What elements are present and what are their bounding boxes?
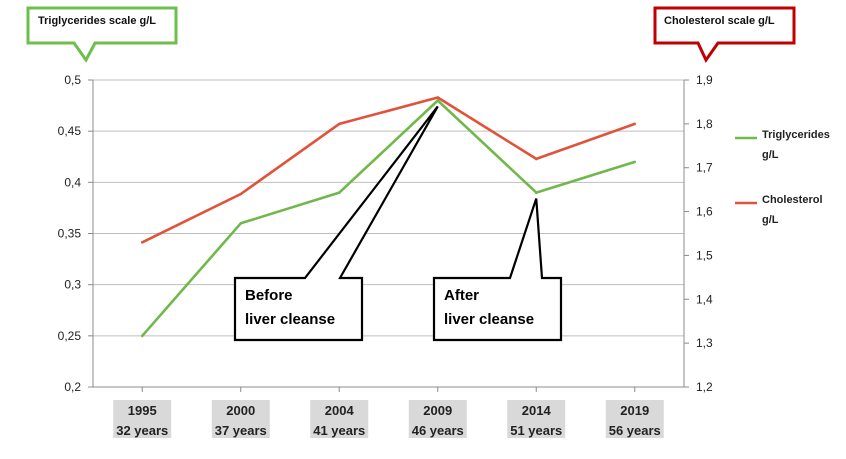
callout-text-line-2: liver cleanse: [444, 311, 534, 328]
data-point-cholesterol-2009: [436, 96, 440, 99]
legend-unit-triglycerides: g/L: [762, 149, 779, 161]
category-label-bg: [113, 400, 172, 438]
left-scale-title: Triglycerides scale g/L: [38, 15, 156, 27]
callout-text-line-1: Before: [245, 287, 293, 304]
category-year: 1995: [128, 403, 157, 418]
data-point-cholesterol-1995: [140, 240, 144, 244]
category-year: 2009: [423, 403, 452, 418]
left-tick-label: 0,35: [58, 227, 82, 241]
right-scale-title: Cholesterol scale g/L: [664, 15, 775, 27]
callout-shape: [233, 105, 439, 342]
category-year: 2014: [522, 403, 552, 418]
data-point-triglycerides-2000: [239, 221, 243, 225]
category-label-2000: 2000 37 years: [211, 400, 270, 438]
legend-label-triglycerides: Triglycerides: [762, 129, 830, 141]
left-tick-label: 0,3: [64, 278, 81, 292]
category-age: 51 years: [510, 423, 562, 438]
data-point-cholesterol-2019: [633, 122, 637, 126]
right-tick-label: 1,9: [696, 73, 713, 87]
category-label-2009: 2009 46 years: [408, 400, 467, 438]
legend: Triglycerides g/L Cholesterol g/L: [735, 129, 830, 226]
callouts: Before liver cleanse After liver cleanse: [233, 105, 563, 342]
series-lines: [140, 96, 637, 338]
data-point-triglycerides-2014: [534, 191, 538, 194]
category-age: 41 years: [313, 423, 365, 438]
category-age: 37 years: [215, 423, 267, 438]
series-line-cholesterol: [141, 96, 636, 244]
callout-after-liver-cleanse: After liver cleanse: [432, 198, 563, 342]
data-point-triglycerides-1995: [140, 334, 144, 338]
axes: 0,2 0,25 0,3 0,35 0,4 0,45 0,5 1,2 1,3 1,4 1,5 1,6 1…: [58, 73, 713, 438]
category-label-1995: 1995 32 years: [113, 400, 172, 438]
callout-text-line-2: liver cleanse: [245, 311, 335, 328]
left-tick-label: 0,2: [64, 380, 81, 394]
category-label-bg: [507, 400, 566, 438]
right-tick-label: 1,8: [696, 117, 713, 131]
category-label-2014: 2014 51 years: [507, 400, 566, 438]
legend-unit-cholesterol: g/L: [762, 214, 779, 226]
grid-lines: [93, 79, 684, 388]
right-tick-label: 1,5: [696, 248, 713, 262]
right-tick-label: 1,6: [696, 205, 713, 219]
category-year: 2004: [325, 403, 355, 418]
category-year: 2000: [226, 403, 255, 418]
data-point-cholesterol-2014: [534, 157, 538, 161]
category-label-bg: [211, 400, 270, 438]
category-label-2019: 2019 56 years: [605, 400, 664, 438]
data-point-cholesterol-2004: [337, 122, 341, 126]
right-tick-label: 1,4: [696, 292, 713, 306]
category-label-bg: [310, 400, 369, 438]
data-point-triglycerides-2004: [337, 191, 341, 194]
right-tick-label: 1,7: [696, 161, 713, 175]
data-point-cholesterol-2000: [239, 192, 243, 196]
right-scale-title-box: Cholesterol scale g/L: [653, 6, 796, 63]
legend-label-cholesterol: Cholesterol: [762, 194, 823, 206]
callout-text-line-1: After: [444, 287, 479, 304]
category-label-bg: [605, 400, 664, 438]
callout-shape: [432, 198, 563, 342]
left-tick-label: 0,4: [64, 175, 81, 189]
category-label-bg: [408, 400, 467, 438]
category-label-2004: 2004 41 years: [310, 400, 369, 438]
right-tick-label: 1,2: [696, 380, 713, 394]
category-year: 2019: [620, 403, 649, 418]
callout-before-liver-cleanse: Before liver cleanse: [233, 105, 439, 342]
category-age: 56 years: [609, 423, 661, 438]
category-age: 32 years: [116, 423, 168, 438]
left-scale-title-box: Triglycerides scale g/L: [26, 6, 178, 63]
left-tick-label: 0,45: [58, 124, 82, 138]
left-tick-label: 0,5: [64, 73, 81, 87]
right-tick-label: 1,3: [696, 336, 713, 350]
data-point-triglycerides-2009: [436, 99, 440, 102]
category-age: 46 years: [412, 423, 464, 438]
data-point-triglycerides-2019: [633, 160, 637, 164]
series-line-triglycerides: [141, 99, 636, 337]
left-tick-label: 0,25: [58, 329, 82, 343]
